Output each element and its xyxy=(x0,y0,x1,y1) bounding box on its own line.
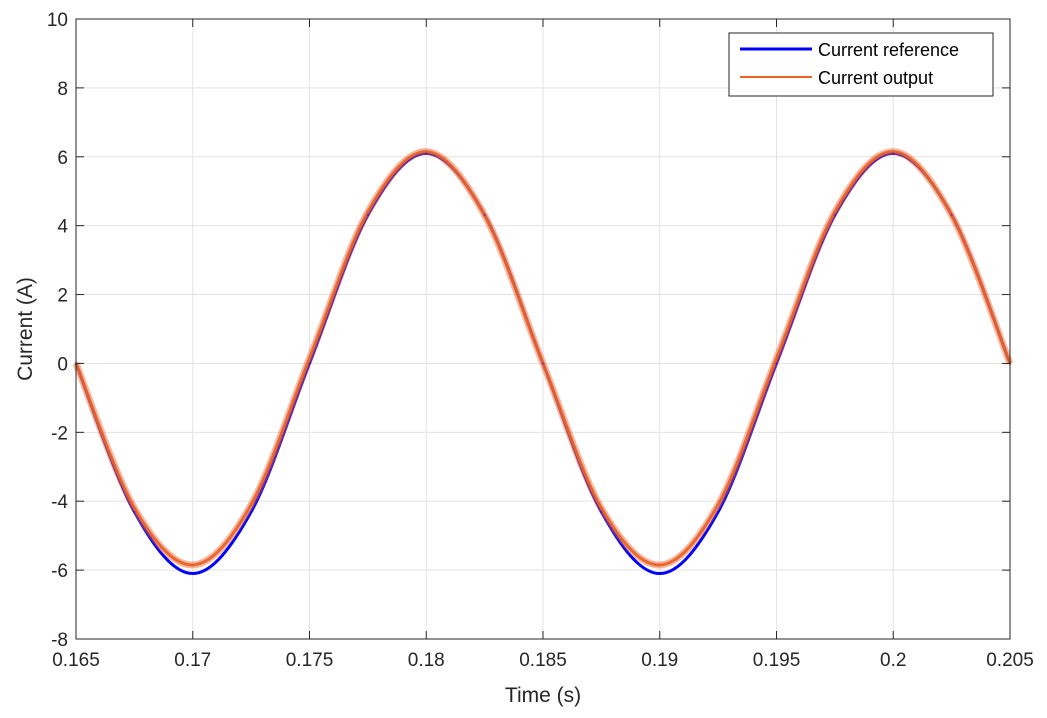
y-tick-label: -2 xyxy=(51,423,68,444)
data-point-current-reference xyxy=(600,510,603,513)
data-point-current-output xyxy=(716,503,720,507)
series-layer xyxy=(72,148,1014,576)
y-tick-label: 2 xyxy=(57,286,68,307)
x-tick-label: 0.205 xyxy=(986,650,1034,671)
data-point-current-reference xyxy=(250,510,253,513)
legend-label-current-output: Current output xyxy=(818,68,933,88)
data-point-current-output xyxy=(366,210,370,214)
x-tick-label: 0.195 xyxy=(753,650,801,671)
x-tick-label: 0.175 xyxy=(286,650,334,671)
data-point-current-output xyxy=(599,506,603,510)
data-point-current-output xyxy=(891,150,895,154)
data-point-current-reference xyxy=(425,152,428,155)
data-point-current-reference xyxy=(775,362,778,365)
x-tick-label: 0.185 xyxy=(519,650,567,671)
tick-labels: 0.165 0.17 0.175 0.18 0.185 0.19 0.195 0.2 0.205… xyxy=(47,10,1034,671)
data-point-current-reference xyxy=(308,362,311,365)
y-tick-label: -6 xyxy=(51,561,68,582)
y-tick-label: -8 xyxy=(51,630,68,651)
data-point-current-output xyxy=(308,356,311,360)
x-tick-label: 0.17 xyxy=(174,650,211,671)
data-point-current-output xyxy=(424,150,428,154)
x-tick-label: 0.165 xyxy=(52,650,100,671)
y-tick-label: 8 xyxy=(57,79,68,100)
data-point-current-reference xyxy=(366,213,369,216)
y-tick-label: 6 xyxy=(57,148,68,169)
ticks xyxy=(75,18,1011,640)
legend: Current reference Current output xyxy=(728,32,994,97)
y-tick-label: -4 xyxy=(51,492,68,513)
data-point-current-reference xyxy=(658,572,661,575)
data-point-current-reference xyxy=(542,362,544,365)
y-tick-label: 0 xyxy=(57,354,68,375)
x-axis-label: Time (s) xyxy=(505,684,581,707)
data-point-current-output xyxy=(191,563,195,567)
y-axis-label: Current (A) xyxy=(14,277,37,381)
y-tick-label: 4 xyxy=(57,217,68,238)
y-tick-label: 10 xyxy=(47,10,68,31)
data-point-current-output xyxy=(833,210,837,214)
legend-box xyxy=(728,32,994,97)
data-point-current-reference xyxy=(833,213,836,216)
data-point-current-reference xyxy=(133,510,136,513)
data-point-current-reference xyxy=(950,213,953,216)
data-point-current-output xyxy=(658,563,662,567)
x-tick-label: 0.19 xyxy=(641,650,678,671)
x-tick-label: 0.2 xyxy=(880,650,906,671)
data-point-current-reference xyxy=(717,510,720,513)
data-point-current-reference xyxy=(191,572,194,575)
data-point-current-reference xyxy=(483,213,486,216)
data-point-current-reference xyxy=(892,152,895,155)
data-point-current-output xyxy=(775,356,778,360)
x-tick-label: 0.18 xyxy=(408,650,445,671)
data-point-current-output xyxy=(249,503,253,507)
data-point-current-output xyxy=(132,506,136,510)
legend-label-current-reference: Current reference xyxy=(818,40,959,60)
